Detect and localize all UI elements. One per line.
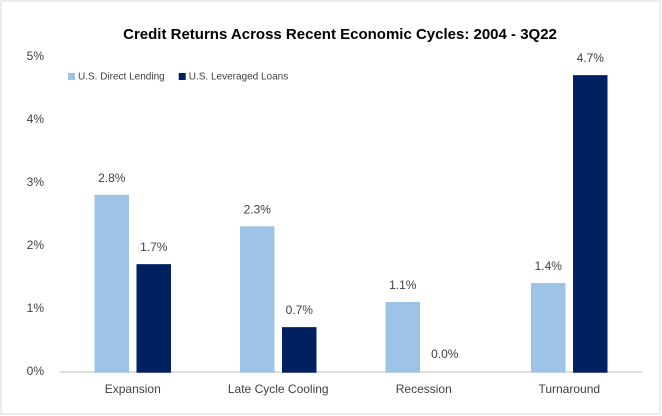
data-label: 1.1%: [389, 278, 417, 292]
y-tick-label: 4%: [27, 112, 45, 126]
legend-label: U.S. Leveraged Loans: [189, 72, 289, 83]
data-label: 0.7%: [286, 303, 314, 317]
chart-title: Credit Returns Across Recent Economic Cy…: [123, 26, 557, 43]
bar: [136, 264, 171, 373]
data-label: 0.0%: [431, 347, 459, 361]
legend-swatch: [68, 73, 75, 80]
bar: [573, 75, 608, 373]
legend-swatch: [178, 73, 186, 80]
data-label: 1.7%: [140, 240, 168, 254]
y-tick-label: 3%: [27, 175, 45, 189]
data-label: 2.3%: [244, 202, 272, 216]
x-tick-label: Recession: [396, 382, 452, 396]
data-label: 4.7%: [577, 51, 605, 65]
y-tick-label: 5%: [27, 49, 45, 63]
x-tick-label: Expansion: [105, 382, 161, 396]
legend-label: U.S. Direct Lending: [78, 72, 165, 83]
bar: [531, 283, 566, 373]
bar: [240, 226, 275, 373]
bar: [385, 301, 420, 373]
x-tick-label: Turnaround: [538, 382, 600, 396]
y-tick-label: 1%: [27, 301, 45, 315]
x-tick-label: Late Cycle Cooling: [228, 382, 329, 396]
data-label: 1.4%: [535, 259, 563, 273]
data-label: 2.8%: [98, 171, 126, 185]
y-tick-label: 2%: [27, 238, 45, 252]
y-tick-label: 0%: [27, 364, 45, 378]
bar: [282, 327, 317, 373]
bar: [94, 194, 129, 373]
